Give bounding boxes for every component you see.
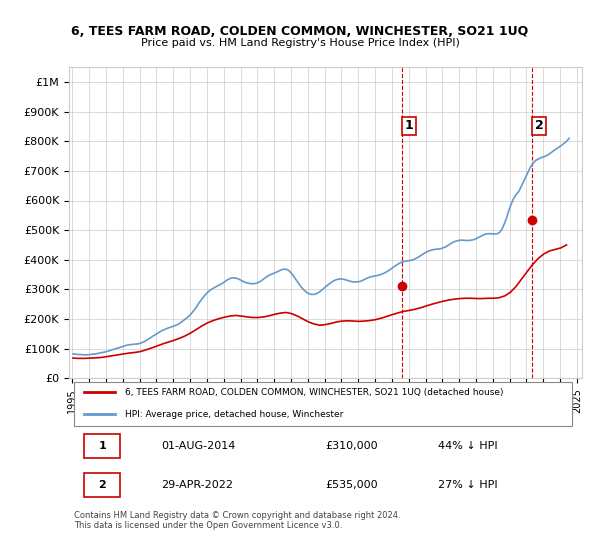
FancyBboxPatch shape	[85, 434, 121, 458]
Text: Price paid vs. HM Land Registry's House Price Index (HPI): Price paid vs. HM Land Registry's House …	[140, 38, 460, 48]
Text: 27% ↓ HPI: 27% ↓ HPI	[439, 479, 498, 489]
Text: 6, TEES FARM ROAD, COLDEN COMMON, WINCHESTER, SO21 1UQ (detached house): 6, TEES FARM ROAD, COLDEN COMMON, WINCHE…	[125, 388, 504, 397]
Text: 6, TEES FARM ROAD, COLDEN COMMON, WINCHESTER, SO21 1UQ: 6, TEES FARM ROAD, COLDEN COMMON, WINCHE…	[71, 25, 529, 38]
FancyBboxPatch shape	[85, 473, 121, 497]
Text: 1: 1	[404, 119, 413, 132]
Text: £535,000: £535,000	[325, 479, 378, 489]
Text: HPI: Average price, detached house, Winchester: HPI: Average price, detached house, Winc…	[125, 410, 344, 419]
Text: 44% ↓ HPI: 44% ↓ HPI	[439, 441, 498, 451]
Text: £310,000: £310,000	[325, 441, 378, 451]
Text: 1: 1	[98, 441, 106, 451]
Text: 01-AUG-2014: 01-AUG-2014	[161, 441, 236, 451]
Text: 2: 2	[535, 119, 544, 132]
FancyBboxPatch shape	[74, 382, 572, 426]
Text: 2: 2	[98, 479, 106, 489]
Text: 29-APR-2022: 29-APR-2022	[161, 479, 233, 489]
Text: Contains HM Land Registry data © Crown copyright and database right 2024.
This d: Contains HM Land Registry data © Crown c…	[74, 511, 401, 530]
